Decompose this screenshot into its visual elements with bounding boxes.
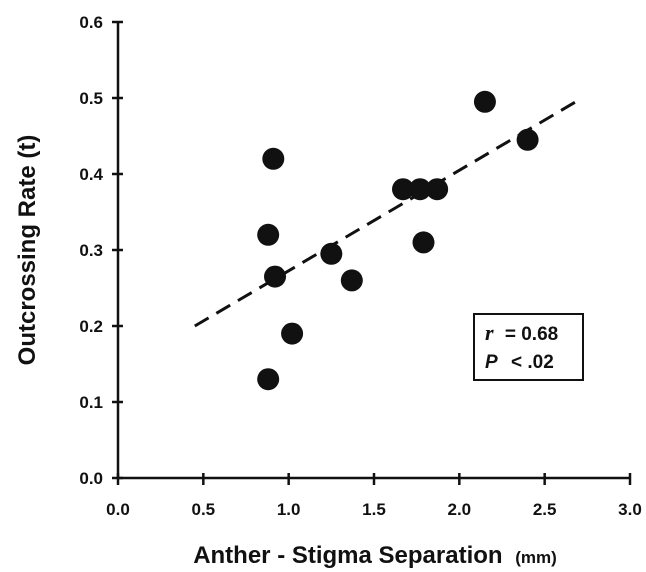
y-tick-label: 0.0 [79, 469, 103, 488]
x-tick-label: 3.0 [618, 500, 642, 519]
x-axis-title: Anther - Stigma Separation (mm) [193, 542, 557, 569]
stats-box: r = 0.68 P < .02 [473, 313, 584, 381]
x-tick-label: 0.0 [106, 500, 130, 519]
stats-box-frame [473, 313, 584, 381]
data-point [257, 223, 280, 246]
y-tick-label: 0.4 [79, 165, 103, 184]
y-tick-label: 0.5 [79, 89, 103, 108]
y-tick-label: 0.2 [79, 317, 103, 336]
data-point [516, 128, 539, 151]
data-point [409, 178, 432, 201]
y-tick-label: 0.3 [79, 241, 103, 260]
data-point [412, 231, 435, 254]
x-tick-label: 0.5 [192, 500, 216, 519]
y-tick-label: 0.1 [79, 393, 103, 412]
plot-area: 0.0 0.1 0.2 0.3 0.4 0.5 0.6 0.0 0.5 1.0 1.5 2.0 2.5 3… [79, 13, 641, 519]
data-point [320, 242, 343, 265]
x-tick-label: 1.0 [277, 500, 301, 519]
x-tick-label: 1.5 [362, 500, 386, 519]
data-point [340, 269, 363, 292]
data-point [262, 147, 285, 170]
y-tick-label: 0.6 [79, 13, 103, 32]
data-point [392, 178, 415, 201]
data-point [257, 368, 280, 391]
x-tick-label: 2.5 [533, 500, 557, 519]
data-point [264, 265, 287, 288]
p-label: P < .02 [485, 352, 554, 373]
r-label: r = 0.68 [485, 320, 558, 345]
data-point [426, 178, 449, 201]
x-tick-label: 2.0 [448, 500, 472, 519]
data-point [473, 90, 496, 113]
data-point [281, 322, 304, 345]
y-axis-title: Outcrossing Rate (t) [14, 135, 41, 366]
